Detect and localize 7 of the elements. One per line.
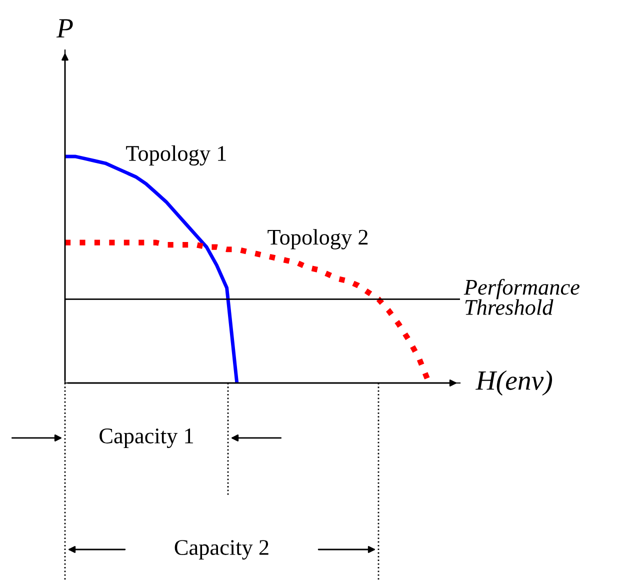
y-axis-title: P [56, 19, 73, 38]
text: Capacity 2 [174, 540, 268, 560]
series-label: Topology 2 [268, 229, 368, 250]
x-axis-title: H(env) [476, 370, 552, 396]
ref-line-label: Performance Threshold [464, 278, 580, 315]
text: Capacity 1 [100, 428, 193, 448]
series-label: Topology 1 [126, 145, 226, 166]
